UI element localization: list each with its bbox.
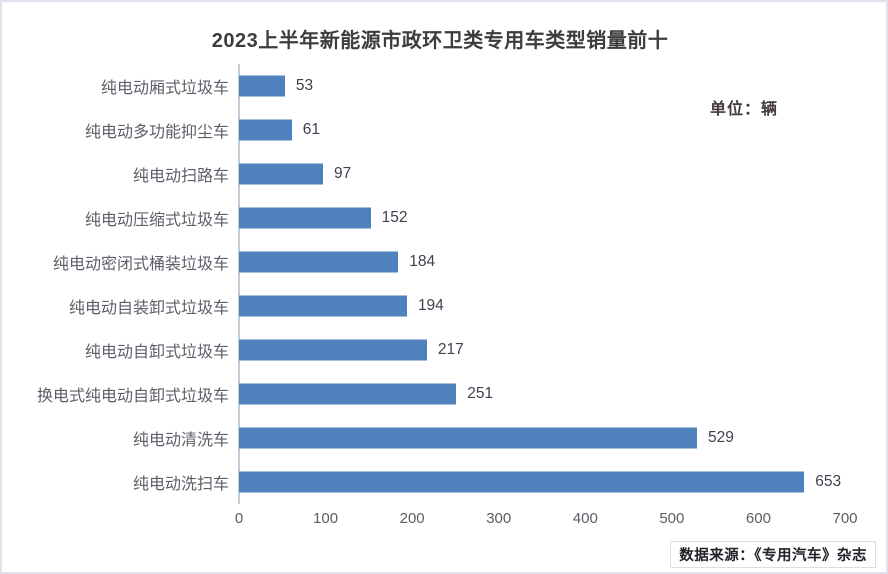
value-label: 217: [437, 341, 464, 358]
category-label: 纯电动压缩式垃圾车: [84, 212, 229, 229]
category-label: 纯电动自卸式垃圾车: [84, 344, 229, 361]
category-label: 纯电动洗扫车: [132, 476, 229, 493]
x-tick-label: 500: [659, 510, 685, 527]
bar: [239, 75, 285, 97]
x-tick-label: 300: [486, 510, 512, 527]
value-label: 653: [815, 473, 842, 490]
bar-row: 换电式纯电动自卸式垃圾车 251: [37, 372, 845, 416]
value-label: 184: [409, 253, 436, 270]
x-tick-label: 100: [313, 510, 339, 527]
bar-row: 纯电动厢式垃圾车 53: [101, 64, 845, 108]
value-label: 251: [467, 385, 494, 402]
bar-row: 纯电动扫路车 97: [133, 152, 845, 196]
unit-label: 单位：辆: [710, 101, 779, 118]
value-label: 53: [295, 77, 314, 94]
category-label: 纯电动多功能抑尘车: [84, 124, 229, 141]
category-label: 纯电动自装卸式垃圾车: [68, 300, 229, 317]
value-label: 194: [417, 297, 444, 314]
value-label: 61: [302, 121, 321, 138]
value-label: 529: [707, 429, 734, 446]
category-label: 纯电动厢式垃圾车: [100, 80, 229, 97]
category-label: 换电式纯电动自卸式垃圾车: [36, 388, 229, 405]
chart-title: 2023上半年新能源市政环卫类专用车类型销量前十: [211, 30, 669, 52]
value-label: 97: [333, 165, 352, 182]
data-source-label: 数据来源：《专用汽车》杂志: [670, 541, 876, 568]
bar-row: 纯电动自装卸式垃圾车 194: [69, 284, 845, 328]
category-label: 纯电动密闭式桶装垃圾车: [52, 256, 229, 273]
bar-row: 纯电动多功能抑尘车 61: [85, 108, 845, 152]
bar: [239, 471, 805, 493]
category-label: 纯电动清洗车: [132, 432, 229, 449]
bar: [239, 339, 427, 361]
x-tick-label: 0: [234, 510, 244, 527]
bar: [239, 163, 323, 185]
bar-row: 纯电动清洗车 529: [133, 416, 845, 460]
bar-chart-plot-area: 纯电动厢式垃圾车 53 纯电动多功能抑尘车 61 纯电动扫路车 97 纯电动压缩式垃圾车 15…: [37, 64, 845, 504]
x-tick-label: 600: [745, 510, 771, 527]
bar: [239, 251, 399, 273]
bar: [239, 119, 292, 141]
bar-row: 纯电动密闭式桶装垃圾车 184: [53, 240, 845, 284]
bar: [239, 383, 457, 405]
x-tick-label: 700: [832, 510, 858, 527]
bar-row: 纯电动洗扫车 653: [133, 460, 845, 504]
bar: [239, 295, 407, 317]
x-tick-label: 200: [399, 510, 425, 527]
category-label: 纯电动扫路车: [132, 168, 229, 185]
x-tick-label: 400: [572, 510, 598, 527]
bar-row: 纯电动自卸式垃圾车 217: [85, 328, 845, 372]
x-axis-tick-labels: 0 100 200 300 400 500 600 700: [235, 510, 858, 530]
y-axis-line: [238, 64, 240, 504]
bar-row: 纯电动压缩式垃圾车 152: [85, 196, 845, 240]
bar: [239, 427, 697, 449]
bar: [239, 207, 371, 229]
value-label: 152: [381, 209, 408, 226]
